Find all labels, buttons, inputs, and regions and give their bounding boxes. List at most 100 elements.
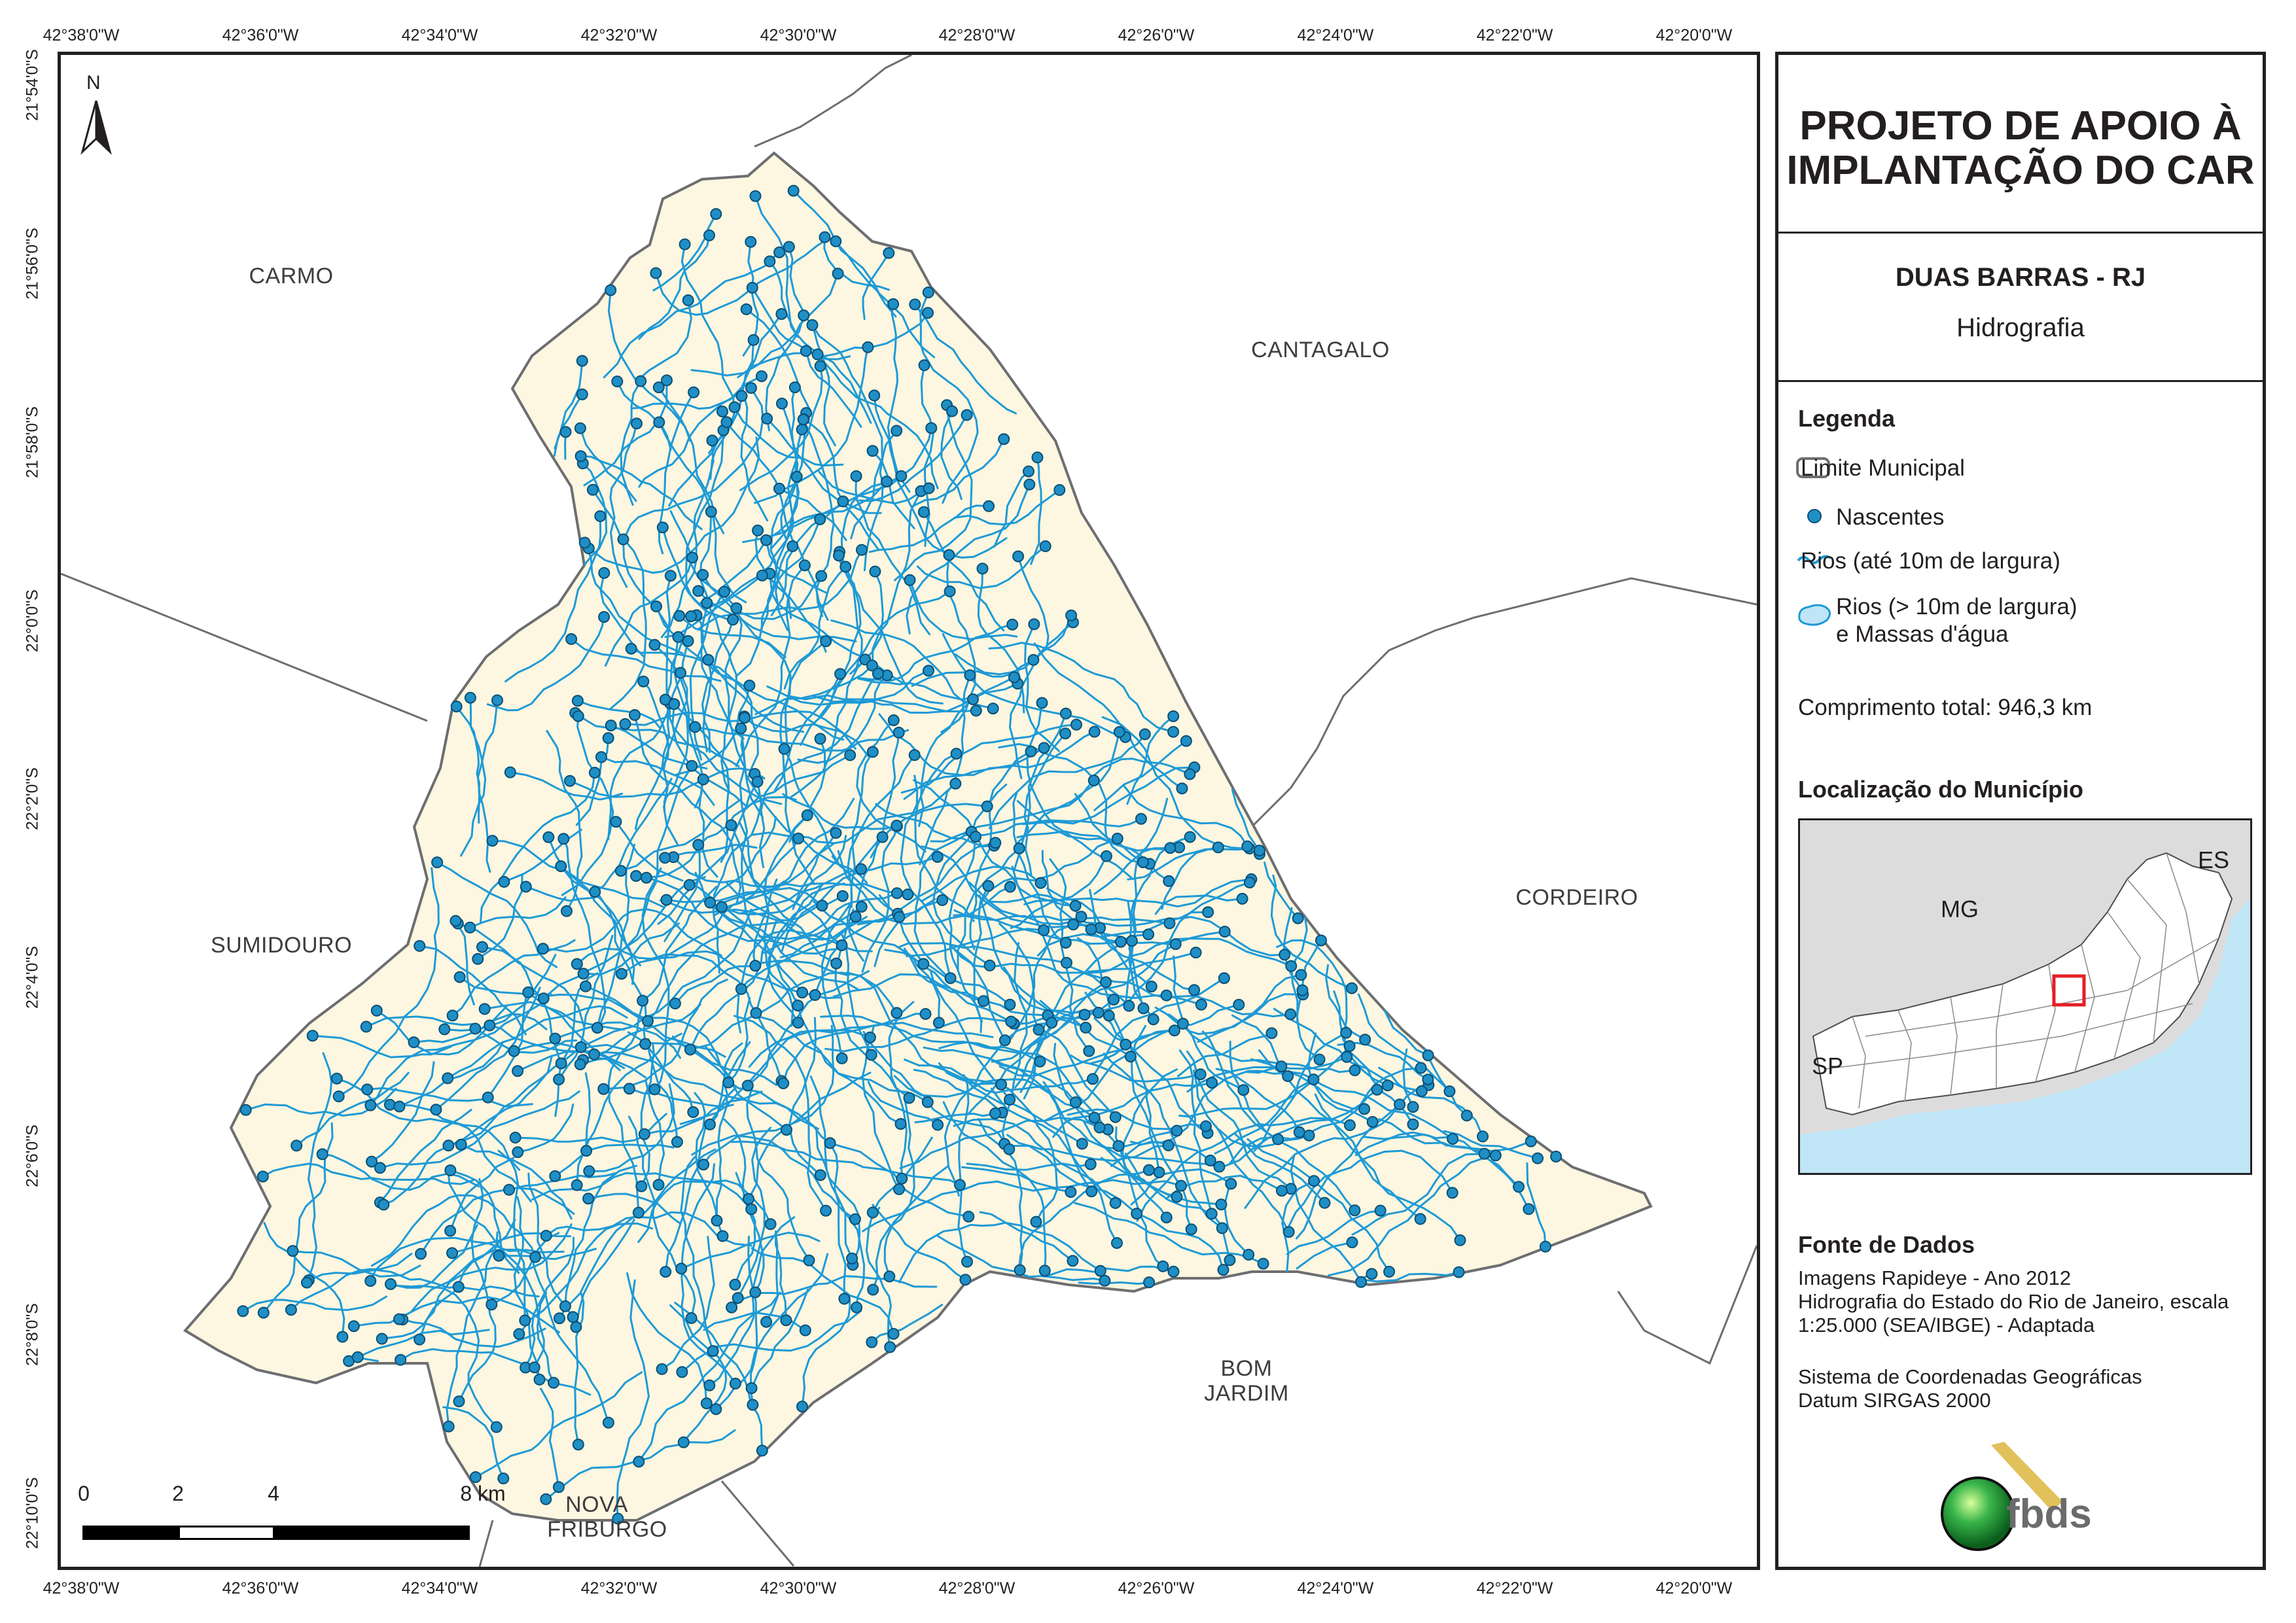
spring-point xyxy=(291,1140,303,1152)
spring-point xyxy=(981,800,993,812)
river-segment xyxy=(968,881,1171,924)
river-segment xyxy=(858,413,968,502)
spring-point xyxy=(814,513,826,525)
spring-point xyxy=(1023,478,1036,491)
spring-point xyxy=(836,890,849,902)
spring-point xyxy=(895,470,908,482)
river-segment xyxy=(609,422,638,588)
spring-point xyxy=(735,983,747,995)
top-longitude-tick-label: 42°28'0"W xyxy=(938,26,1016,44)
spring-point xyxy=(1137,1002,1150,1015)
spring-point xyxy=(572,1439,584,1451)
river-segment xyxy=(370,1194,537,1267)
spring-point xyxy=(745,1203,758,1215)
spring-point xyxy=(1038,924,1050,936)
spring-point xyxy=(814,1169,826,1181)
spring-point xyxy=(1157,1260,1169,1272)
spring-point xyxy=(1205,1208,1218,1220)
spring-point xyxy=(1296,984,1309,996)
spring-point xyxy=(1313,1053,1326,1066)
river-segment xyxy=(788,1017,822,1176)
left-latitude-tick-label: 22°4'0"S xyxy=(23,946,42,1009)
river-segment xyxy=(795,998,929,1104)
spring-point xyxy=(1113,726,1125,738)
spring-point xyxy=(814,360,826,372)
spring-point xyxy=(773,482,785,495)
spring-point xyxy=(749,190,762,202)
place-label-friburgo: FRIBURGO xyxy=(547,1517,667,1542)
river-segment xyxy=(338,867,440,1098)
spring-point xyxy=(1080,1021,1092,1034)
river-segment xyxy=(579,1042,777,1087)
spring-point xyxy=(493,1249,505,1262)
spring-point xyxy=(1065,1186,1077,1198)
river-segment xyxy=(241,1295,387,1312)
place-label-nova: NOVA xyxy=(565,1492,628,1517)
spring-point xyxy=(944,585,956,597)
spring-point xyxy=(749,960,762,972)
spring-point xyxy=(959,1274,972,1286)
river-segment xyxy=(694,1092,718,1222)
spring-point xyxy=(385,1278,397,1290)
spring-point xyxy=(572,710,584,722)
river-segment xyxy=(1087,758,1191,781)
river-segment xyxy=(920,364,934,548)
river-segment xyxy=(966,1162,1092,1171)
left-latitude-tick-label: 21°58'0"S xyxy=(23,406,42,478)
spring-point xyxy=(1067,1255,1079,1267)
river-segment xyxy=(542,908,722,957)
spring-point xyxy=(1093,1121,1106,1134)
spring-point xyxy=(1139,728,1151,741)
spring-point xyxy=(503,1183,515,1196)
river-segment xyxy=(721,410,829,621)
spring-point xyxy=(760,1316,773,1328)
spring-point xyxy=(1025,745,1037,758)
spring-point xyxy=(756,1444,768,1457)
spring-point xyxy=(876,831,889,843)
spring-point xyxy=(820,1204,832,1217)
spring-point xyxy=(922,307,934,319)
spring-point xyxy=(509,1132,521,1143)
spring-point xyxy=(797,413,809,426)
river-segment xyxy=(963,779,1095,835)
spring-point xyxy=(1171,1191,1183,1203)
river-segment xyxy=(637,299,692,381)
spring-point xyxy=(780,1314,792,1327)
river-segment xyxy=(1526,1162,1547,1248)
spring-point xyxy=(478,1003,491,1015)
spring-point xyxy=(1084,1158,1097,1170)
map-frame[interactable] xyxy=(58,52,1760,1570)
river-segment xyxy=(923,1046,1093,1193)
left-latitude-tick-label: 21°54'0"S xyxy=(23,49,42,121)
spring-point xyxy=(540,1493,552,1505)
river-segment xyxy=(370,1061,435,1163)
river-segment xyxy=(1258,1049,1422,1220)
spring-point xyxy=(788,381,801,394)
river-segment xyxy=(419,1187,575,1255)
spring-point xyxy=(752,524,764,536)
river-segment xyxy=(788,737,826,843)
spring-point xyxy=(1038,1265,1051,1277)
spring-point xyxy=(1004,1094,1016,1106)
spring-point xyxy=(574,450,587,462)
spring-point xyxy=(745,1382,758,1394)
spring-point xyxy=(1195,998,1207,1011)
river-segment xyxy=(454,920,475,1005)
spring-point xyxy=(1111,1237,1123,1249)
locator-map[interactable]: MG ES SP xyxy=(1798,818,2252,1175)
spring-point xyxy=(1344,1119,1356,1131)
map-canvas[interactable] xyxy=(61,55,1757,1567)
bottom-longitude-tick-label: 42°22'0"W xyxy=(1476,1579,1553,1597)
spring-point xyxy=(884,1341,896,1353)
spring-point xyxy=(588,767,601,779)
river-segment xyxy=(746,1085,810,1262)
spring-point xyxy=(803,1254,815,1266)
river-segment xyxy=(1224,1179,1250,1256)
spring-point xyxy=(1171,1125,1183,1137)
spring-point xyxy=(692,585,705,597)
river-segment xyxy=(940,410,963,500)
spring-point xyxy=(1218,972,1230,985)
river-segment xyxy=(1017,1169,1150,1278)
springs-layer xyxy=(237,184,1563,1525)
locator-canvas xyxy=(1800,852,2250,1173)
